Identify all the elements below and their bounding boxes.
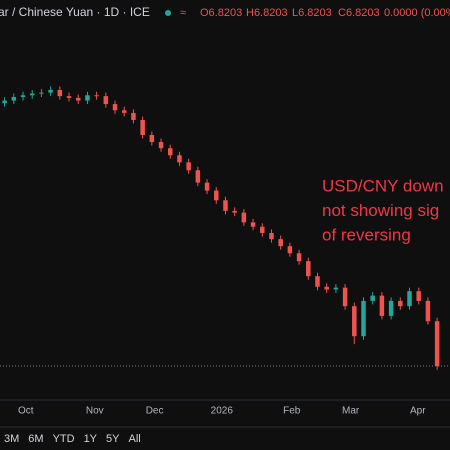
candle-body — [398, 300, 403, 307]
ohlc-value: O6.8203 — [200, 7, 242, 19]
x-tick-label: 2026 — [211, 406, 234, 417]
ohlc-value: 0.0000 (0.00%) — [384, 7, 450, 19]
candle-body — [195, 170, 201, 183]
candle-body — [388, 300, 394, 316]
symbol-title: ar / Chinese Yuan · 1D · ICE — [0, 5, 150, 19]
candle-body — [11, 97, 17, 101]
x-tick-label: Mar — [342, 406, 360, 417]
candle-body — [20, 95, 26, 98]
candle-body — [260, 226, 265, 233]
candle-body — [94, 95, 99, 97]
candle-body — [315, 276, 320, 287]
candle-body — [57, 89, 63, 97]
x-tick-label: Dec — [146, 406, 164, 417]
candle-body — [2, 100, 7, 104]
range-button[interactable]: 3M — [4, 433, 19, 445]
x-tick-label: Nov — [86, 406, 104, 417]
candle-body — [361, 300, 366, 337]
candle-body — [158, 142, 164, 149]
candle-body — [333, 287, 339, 290]
candle-body — [177, 155, 182, 163]
annotation: USD/CNY down — [322, 176, 444, 195]
candle-body — [278, 239, 283, 247]
x-tick-label: Oct — [18, 406, 34, 417]
candle-body — [379, 295, 385, 316]
candle-body — [407, 291, 412, 307]
candle-body — [296, 253, 302, 262]
range-button[interactable]: 5Y — [106, 433, 120, 445]
candle-body — [241, 212, 247, 223]
ohlc-value: L6.8203 — [292, 7, 332, 19]
candle-body — [434, 321, 440, 367]
annotation: not showing sig — [322, 201, 439, 220]
candle-body — [48, 89, 53, 93]
candle-body — [167, 148, 173, 156]
candle-body — [370, 295, 375, 301]
candle-body — [214, 190, 219, 201]
range-button[interactable]: YTD — [53, 433, 75, 445]
candle-body — [232, 210, 237, 213]
candle-body — [223, 200, 228, 211]
annotation: of reversing — [322, 225, 411, 244]
status-dot — [165, 10, 171, 16]
status-icon: ≈ — [180, 7, 186, 19]
candle-body — [306, 261, 311, 277]
candle-body — [352, 306, 357, 337]
candle-body — [112, 104, 118, 111]
candle-body — [324, 286, 329, 290]
candle-body — [186, 162, 191, 171]
range-button[interactable]: All — [129, 433, 141, 445]
candle-body — [39, 92, 44, 94]
candle-body — [269, 232, 274, 240]
candle-body — [103, 96, 109, 105]
candle-body — [250, 222, 256, 227]
candle-body — [204, 182, 210, 191]
range-button[interactable]: 6M — [28, 433, 43, 445]
candle-body — [75, 97, 81, 101]
candle-body — [342, 287, 348, 307]
ohlc-value: C6.8203 — [338, 7, 380, 19]
candle-body — [149, 134, 155, 143]
candle-body — [287, 246, 293, 254]
candle-body — [131, 112, 136, 120]
candle-body — [425, 300, 431, 322]
x-tick-label: Feb — [283, 406, 301, 417]
candle-body — [85, 95, 90, 101]
x-tick-label: Apr — [410, 406, 426, 417]
candle-body — [66, 96, 72, 98]
ohlc-value: H6.8203 — [246, 7, 288, 19]
range-button[interactable]: 1Y — [84, 433, 98, 445]
candle-body — [121, 110, 127, 113]
candle-body — [416, 291, 421, 301]
candle-body — [29, 93, 35, 96]
candle-body — [140, 119, 145, 135]
